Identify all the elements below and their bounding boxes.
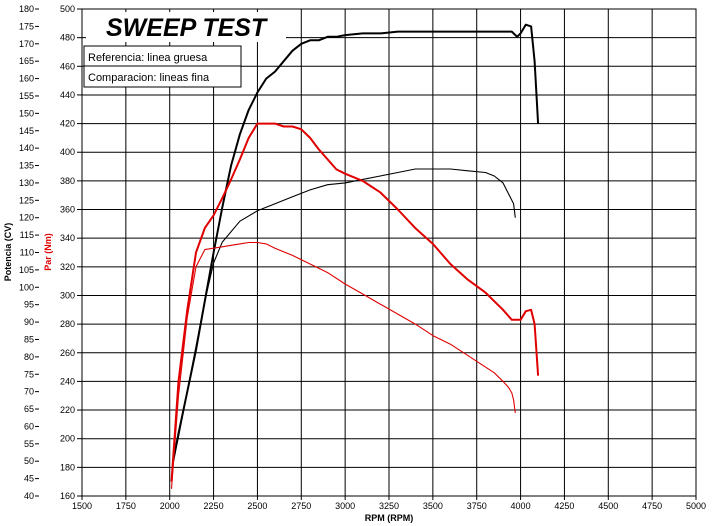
power-tick-label: 140: [19, 143, 34, 153]
power-tick-label: 80: [24, 352, 34, 362]
power-tick-label: 155: [19, 91, 34, 101]
torque-line-reference: [170, 122, 540, 482]
torque-tick-label: 360: [60, 205, 75, 215]
title-box: [86, 12, 286, 42]
power-tick-label: 125: [19, 195, 34, 205]
power-tick-label: 175: [19, 21, 34, 31]
power-tick-label: 120: [19, 213, 34, 223]
torque-tick-label: 340: [60, 233, 75, 243]
x-tick-label: 4750: [642, 501, 662, 511]
torque-tick-label: 480: [60, 33, 75, 43]
power-line-reference: [172, 23, 540, 462]
x-tick-label: 5000: [686, 501, 706, 511]
power-tick-label: 110: [20, 248, 34, 258]
power-tick-label: 180: [19, 4, 34, 14]
torque-tick-label: 500: [60, 4, 75, 14]
chart-title: SWEEP TEST: [106, 14, 269, 42]
torque-axis-ticks: 500 480 460 440 420 400 380 360 340 320 300 280 260 2…: [60, 4, 82, 501]
power-tick-label: 160: [19, 74, 34, 84]
x-tick-label: 4500: [598, 501, 618, 511]
torque-tick-label: 180: [60, 462, 75, 472]
power-tick-label: 135: [19, 161, 34, 171]
torque-tick-label: 220: [60, 405, 75, 415]
series-lines: [170, 23, 540, 489]
x-tick-label: 2250: [204, 501, 224, 511]
x-tick-label: 3000: [335, 501, 355, 511]
power-tick-label: 105: [19, 265, 34, 275]
power-tick-label: 100: [19, 282, 34, 292]
legend-entry-reference: Referencia: linea gruesa: [88, 52, 208, 64]
x-axis-title: RPM (RPM): [365, 513, 414, 523]
power-tick-label: 40: [24, 491, 34, 501]
power-tick-label: 115: [20, 230, 34, 240]
power-tick-label: 45: [24, 474, 34, 484]
power-line-comparison: [172, 168, 516, 462]
power-tick-label: 70: [24, 387, 34, 397]
torque-tick-label: 320: [60, 262, 75, 272]
x-tick-label: 3750: [467, 501, 487, 511]
x-tick-label: 3250: [379, 501, 399, 511]
torque-tick-label: 300: [60, 290, 75, 300]
x-tick-label: 1500: [72, 501, 92, 511]
torque-tick-label: 240: [60, 376, 75, 386]
y-axis-title-power: Potencia (CV): [3, 223, 13, 282]
grid-lines: [82, 9, 696, 496]
power-tick-label: 55: [24, 439, 34, 449]
torque-tick-label: 200: [60, 434, 75, 444]
y-axis-title-torque: Par (Nm): [43, 233, 53, 271]
torque-tick-label: 380: [60, 176, 75, 186]
x-axis-ticks: 1500 1750 2000 2250 2500 2750 3000 3250 3500 3750…: [72, 496, 706, 511]
torque-tick-label: 400: [60, 147, 75, 157]
power-axis-ticks: 180 175 170 165 160 155 150 145 140 135 130 125 120 1…: [19, 4, 39, 501]
torque-tick-label: 460: [60, 61, 75, 71]
power-tick-label: 170: [19, 39, 34, 49]
legend-entry-comparison: Comparacion: lineas fina: [88, 72, 210, 84]
power-tick-label: 145: [19, 126, 34, 136]
power-tick-label: 150: [19, 108, 34, 118]
x-tick-label: 2500: [247, 501, 267, 511]
torque-tick-label: 420: [60, 119, 75, 129]
x-tick-label: 2750: [291, 501, 311, 511]
power-tick-label: 90: [24, 317, 34, 327]
power-tick-label: 130: [19, 178, 34, 188]
power-tick-label: 165: [19, 56, 34, 66]
power-tick-label: 65: [24, 404, 34, 414]
power-tick-label: 50: [24, 456, 34, 466]
torque-line-comparison: [170, 241, 516, 489]
x-tick-label: 1750: [116, 501, 136, 511]
power-tick-label: 75: [24, 369, 34, 379]
power-tick-label: 60: [24, 421, 34, 431]
x-tick-label: 4000: [511, 501, 531, 511]
x-tick-label: 3500: [423, 501, 443, 511]
torque-tick-label: 440: [60, 90, 75, 100]
x-tick-label: 4250: [554, 501, 574, 511]
power-tick-label: 85: [24, 334, 34, 344]
power-tick-label: 95: [24, 300, 34, 310]
torque-tick-label: 260: [60, 348, 75, 358]
torque-tick-label: 280: [60, 319, 75, 329]
torque-tick-label: 160: [60, 491, 75, 501]
x-tick-label: 2000: [160, 501, 180, 511]
